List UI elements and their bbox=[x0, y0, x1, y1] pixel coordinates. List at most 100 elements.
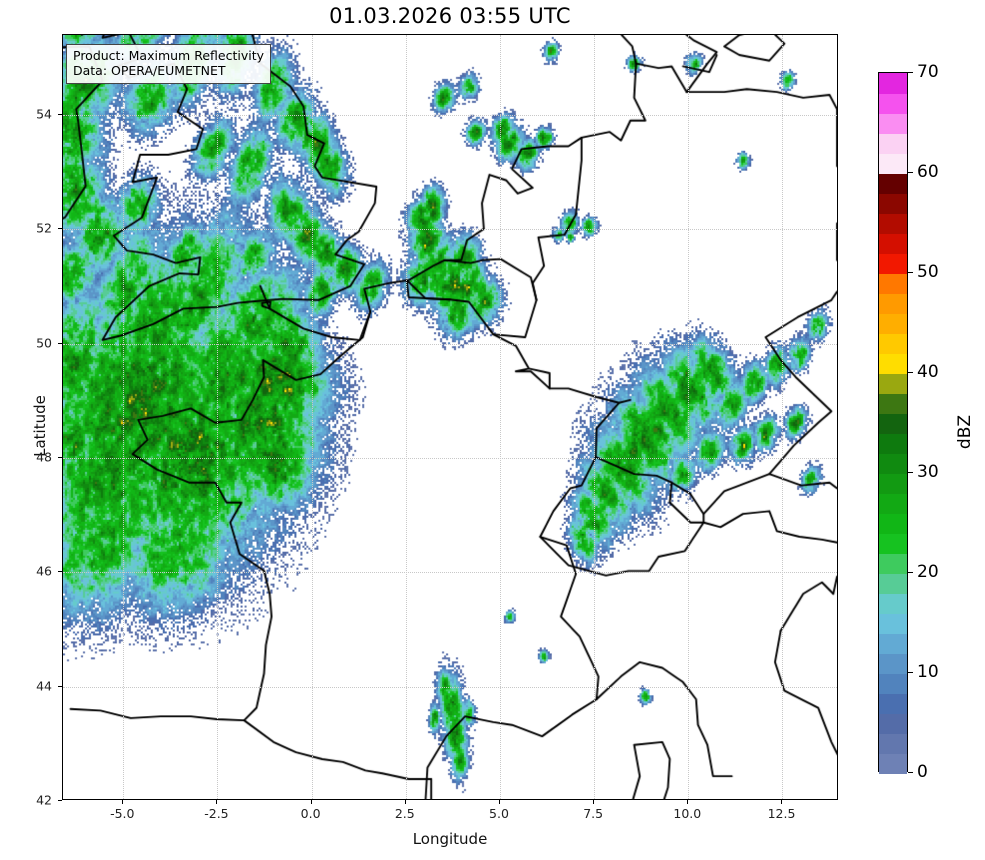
colorbar-tick-mark bbox=[908, 72, 913, 73]
x-tick-label: 0.0 bbox=[300, 806, 321, 821]
colorbar-segment bbox=[879, 293, 907, 314]
y-tick-mark bbox=[58, 571, 62, 573]
y-tick-mark bbox=[58, 800, 62, 801]
colorbar-tick-label: 50 bbox=[917, 262, 939, 282]
colorbar-segment bbox=[879, 733, 907, 754]
colorbar-segment bbox=[879, 413, 907, 434]
x-tick-mark bbox=[122, 800, 124, 804]
colorbar-segment bbox=[879, 333, 907, 354]
y-tick-label: 54 bbox=[36, 106, 52, 122]
x-tick-mark bbox=[310, 800, 312, 804]
y-tick-mark bbox=[58, 114, 62, 116]
colorbar-segment bbox=[879, 373, 907, 394]
gridline-horizontal bbox=[63, 458, 837, 459]
colorbar-tick-label: 70 bbox=[917, 62, 939, 82]
colorbar-segment bbox=[879, 433, 907, 454]
data-source-line: Data: OPERA/EUMETNET bbox=[73, 63, 226, 79]
gridline-vertical bbox=[311, 35, 313, 799]
colorbar-tick-mark bbox=[908, 372, 913, 373]
colorbar-segment bbox=[879, 533, 907, 554]
x-tick-mark bbox=[781, 800, 783, 804]
gridline-vertical bbox=[405, 35, 407, 799]
gridline-vertical bbox=[217, 35, 219, 799]
map-axes[interactable] bbox=[62, 34, 838, 800]
gridline-vertical bbox=[594, 35, 596, 799]
x-tick-label: -2.5 bbox=[204, 806, 229, 821]
x-tick-label: 2.5 bbox=[394, 806, 415, 821]
y-tick-mark bbox=[58, 228, 62, 230]
x-tick-mark bbox=[687, 800, 689, 804]
x-tick-mark bbox=[593, 800, 595, 804]
x-tick-label: 5.0 bbox=[489, 806, 509, 821]
page-title: 01.03.2026 03:55 UTC bbox=[329, 4, 571, 28]
colorbar-segment bbox=[879, 713, 907, 734]
x-tick-label: 10.0 bbox=[673, 806, 702, 821]
colorbar-tick-mark bbox=[908, 672, 913, 673]
radar-map-canvas[interactable] bbox=[63, 35, 837, 799]
colorbar-segment bbox=[879, 473, 907, 494]
colorbar-segment bbox=[879, 573, 907, 594]
colorbar-tick-label: 0 bbox=[917, 762, 928, 782]
colorbar-segment bbox=[879, 213, 907, 234]
colorbar-tick-label: 20 bbox=[917, 562, 939, 582]
colorbar-tick-label: 60 bbox=[917, 162, 939, 182]
colorbar-segment bbox=[879, 253, 907, 274]
colorbar-segment bbox=[879, 273, 907, 294]
gridline-horizontal bbox=[63, 686, 837, 688]
colorbar-segment bbox=[879, 113, 907, 134]
colorbar-segment bbox=[879, 153, 907, 174]
colorbar-tick-mark bbox=[908, 472, 913, 473]
colorbar-segment bbox=[879, 673, 907, 694]
colorbar-tick-mark bbox=[908, 272, 913, 273]
gridline-horizontal bbox=[63, 572, 837, 574]
colorbar-tick-mark bbox=[908, 172, 913, 173]
gridline-vertical bbox=[499, 35, 501, 799]
x-tick-label: -5.0 bbox=[110, 806, 135, 821]
colorbar[interactable]: 0 10 20 30 40 50 60 70 bbox=[878, 62, 939, 782]
colorbar-segment bbox=[879, 513, 907, 534]
colorbar-segment bbox=[879, 753, 907, 774]
product-info-box: Product: Maximum Reflectivity Data: OPER… bbox=[66, 44, 272, 84]
colorbar-segment bbox=[879, 593, 907, 614]
colorbar-segment bbox=[879, 453, 907, 474]
colorbar-segment bbox=[879, 173, 907, 194]
y-tick-label: 42 bbox=[36, 792, 52, 808]
colorbar-tick-label: 30 bbox=[917, 462, 939, 482]
colorbar-segment bbox=[879, 233, 907, 254]
colorbar-tick-label: 40 bbox=[917, 362, 939, 382]
gridline-horizontal bbox=[63, 115, 837, 117]
colorbar-segment bbox=[879, 393, 907, 414]
gridline-horizontal bbox=[63, 229, 837, 231]
x-tick-label: 7.5 bbox=[583, 806, 604, 821]
x-tick-mark bbox=[404, 800, 406, 804]
colorbar-segment bbox=[879, 313, 907, 334]
gridline-horizontal bbox=[63, 343, 837, 345]
colorbar-segment bbox=[879, 353, 907, 374]
gridline-vertical bbox=[782, 35, 784, 799]
x-axis-label: Longitude bbox=[412, 830, 488, 848]
colorbar-segment bbox=[879, 653, 907, 674]
colorbar-segment bbox=[879, 493, 907, 514]
colorbar-segment bbox=[879, 133, 907, 154]
colorbar-label: dBZ bbox=[955, 414, 975, 450]
y-tick-mark bbox=[58, 457, 62, 458]
gridline-vertical bbox=[123, 35, 125, 799]
colorbar-gradient bbox=[878, 72, 908, 774]
x-tick-mark bbox=[216, 800, 218, 804]
y-axis-label: Latitude bbox=[31, 395, 49, 457]
product-line: Product: Maximum Reflectivity bbox=[73, 48, 265, 63]
colorbar-segment bbox=[879, 93, 907, 114]
colorbar-segment bbox=[879, 553, 907, 574]
colorbar-segment bbox=[879, 613, 907, 634]
gridline-vertical bbox=[688, 35, 690, 799]
y-tick-mark bbox=[58, 342, 62, 344]
x-tick-label: 12.5 bbox=[767, 806, 796, 821]
y-tick-mark bbox=[58, 685, 62, 687]
colorbar-segment bbox=[879, 193, 907, 214]
colorbar-tick-mark bbox=[908, 772, 913, 773]
colorbar-segment bbox=[879, 693, 907, 714]
colorbar-tick-label: 10 bbox=[917, 662, 939, 682]
colorbar-segment bbox=[879, 633, 907, 654]
x-tick-mark bbox=[498, 800, 500, 804]
